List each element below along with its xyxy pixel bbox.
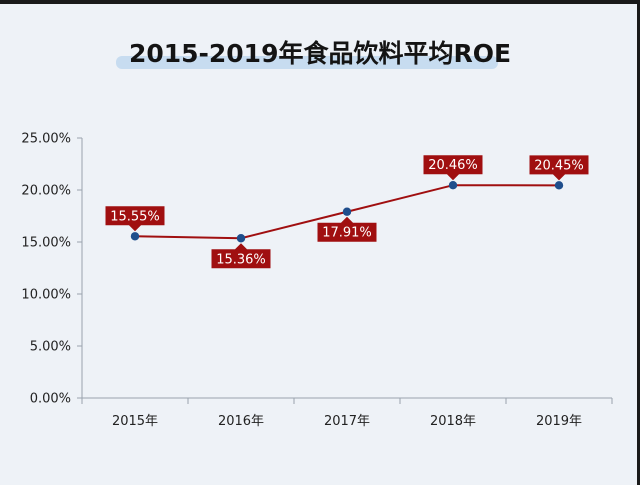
data-label: 17.91% xyxy=(317,216,377,242)
y-tick-label: 15.00% xyxy=(21,236,71,251)
data-label: 20.45% xyxy=(529,155,589,181)
data-label-box xyxy=(423,155,483,181)
x-tick-label: 2018年 xyxy=(430,414,476,429)
data-label-text: 20.45% xyxy=(534,158,584,173)
x-tick-label: 2015年 xyxy=(112,414,158,429)
data-label-box xyxy=(317,216,377,242)
y-axis-ticks: 0.00% 5.00% 10.00% 15.00% 20.00% 25.00% xyxy=(21,132,82,407)
x-tick-label: 2017年 xyxy=(324,414,370,429)
y-tick-label: 10.00% xyxy=(21,288,71,303)
x-tick-label: 2016年 xyxy=(218,414,264,429)
title-container: 2015-2019年食品饮料平均ROE xyxy=(0,34,640,70)
x-axis-ticks: 2015年 2016年 2017年 2018年 2019年 xyxy=(81,398,613,429)
data-point xyxy=(236,234,246,243)
y-tick-label: 25.00% xyxy=(21,132,71,147)
data-point xyxy=(342,207,352,216)
title-highlight-bar xyxy=(116,56,498,69)
data-label-box xyxy=(211,243,271,269)
data-label: 15.36% xyxy=(211,243,271,269)
axes xyxy=(81,138,612,399)
chart-title: 2015-2019年食品饮料平均ROE xyxy=(128,39,512,68)
data-label-text: 20.46% xyxy=(428,158,478,173)
data-label-text: 15.55% xyxy=(110,209,160,224)
data-point xyxy=(448,181,458,190)
data-label-box xyxy=(105,206,165,232)
data-labels: 15.55% 15.36% 17.91% 20.46% 20.45% xyxy=(105,155,589,269)
data-point xyxy=(554,181,564,190)
y-tick-label: 5.00% xyxy=(30,340,71,355)
y-tick-label: 20.00% xyxy=(21,184,71,199)
data-label-box xyxy=(529,155,589,181)
data-label: 20.46% xyxy=(423,155,483,181)
series-roe xyxy=(130,181,564,243)
data-label: 15.55% xyxy=(105,206,165,232)
data-label-text: 15.36% xyxy=(216,252,266,267)
data-point xyxy=(130,232,140,241)
x-tick-label: 2019年 xyxy=(536,414,582,429)
y-tick-label: 0.00% xyxy=(30,392,71,407)
data-label-text: 17.91% xyxy=(322,226,372,241)
